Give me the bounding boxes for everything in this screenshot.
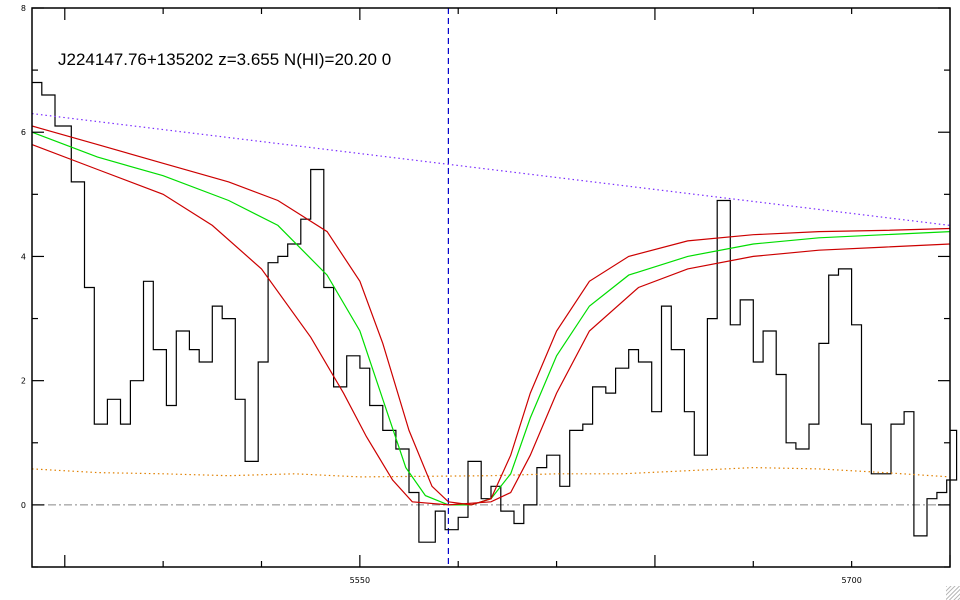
y-tick-label: 4 <box>21 252 26 261</box>
chart-title: J224147.76+135202 z=3.655 N(HI)=20.20 0 <box>58 50 391 69</box>
series-continuum <box>31 113 951 226</box>
y-tick-label: 6 <box>21 128 26 137</box>
y-tick-label: 0 <box>21 501 26 510</box>
x-tick-label: 5700 <box>841 576 861 585</box>
series-error <box>31 466 951 478</box>
x-tick-label: 5550 <box>350 576 370 585</box>
plot-frame <box>31 7 951 568</box>
resize-grip[interactable] <box>946 586 960 600</box>
series-model-lower <box>31 144 951 506</box>
series-model-upper <box>31 125 951 506</box>
series-observed-flux-histogram <box>32 81 958 543</box>
series-model <box>31 131 951 506</box>
y-tick-label: 8 <box>21 4 26 13</box>
y-tick-label: 2 <box>21 377 26 386</box>
